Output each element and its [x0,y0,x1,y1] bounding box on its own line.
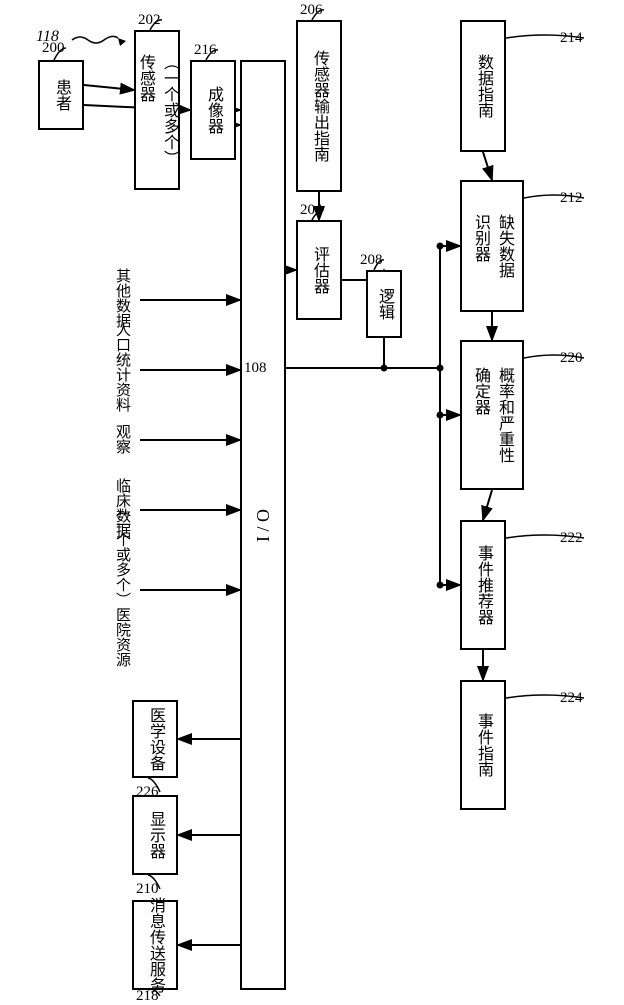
input-observation: 观察 [112,424,133,454]
data_guide-box: 数据指南 [460,20,506,152]
med_device-ref: 226 [136,784,159,801]
med_device-label: 医学设备 [143,707,167,771]
missing-box: 缺失数据识别器 [460,180,524,312]
sensor_guide-box: 传感器输出指南 [296,20,342,192]
missing-label: 缺失数据识别器 [468,214,516,278]
evaluator-box: 评估器 [296,220,342,320]
patient-label: 患者 [49,79,73,111]
imager-ref: 216 [194,42,217,59]
io-ref: 108 [244,360,267,377]
imager-label: 成像器 [201,86,225,134]
display-box: 显示器 [132,795,178,875]
sensor_guide-ref: 206 [300,2,323,19]
sensors-ref: 202 [138,12,161,29]
logic-label: 逻辑 [372,288,396,320]
evaluator-ref: 204 [300,202,323,219]
data_guide-label: 数据指南 [471,54,495,118]
msg_service-box: 消息传送服务 [132,900,178,990]
input-hospital: （一个或多个）医院资源 [112,502,133,667]
evaluator-label: 评估器 [307,246,331,294]
missing-ref: 212 [560,190,583,207]
display-label: 显示器 [143,811,167,859]
prob-label: 概率和严重性确定器 [468,367,516,463]
prob-ref: 220 [560,350,583,367]
imager-box: 成像器 [190,60,236,160]
patient-box: 患者 [38,60,84,130]
logic-ref: 208 [360,252,383,269]
event_guide-ref: 224 [560,690,583,707]
sensors-label: （一个或多个）传感器 [133,54,181,166]
display-ref: 210 [136,881,159,898]
sensors-box: （一个或多个）传感器 [134,30,180,190]
diagram-stage: 118患者（一个或多个）传感器成像器传感器输出指南评估器逻辑I / O数据指南缺… [0,0,624,1000]
input-other_data: 其他数据 [112,268,133,328]
input-demographics: 人口统计资料 [112,322,133,412]
msg_service-ref: 218 [136,988,159,1005]
logic-box: 逻辑 [366,270,402,338]
event_rec-label: 事件推荐器 [471,545,495,625]
patient-ref: 200 [42,40,65,57]
event_rec-box: 事件推荐器 [460,520,506,650]
msg_service-label: 消息传送服务 [143,897,167,993]
data_guide-ref: 214 [560,30,583,47]
event_guide-label: 事件指南 [471,713,495,777]
event_guide-box: 事件指南 [460,680,506,810]
io-label: I / O [253,509,274,542]
prob-box: 概率和严重性确定器 [460,340,524,490]
med_device-box: 医学设备 [132,700,178,778]
event_rec-ref: 222 [560,530,583,547]
io-box: I / O [240,60,286,990]
sensor_guide-label: 传感器输出指南 [307,50,331,162]
